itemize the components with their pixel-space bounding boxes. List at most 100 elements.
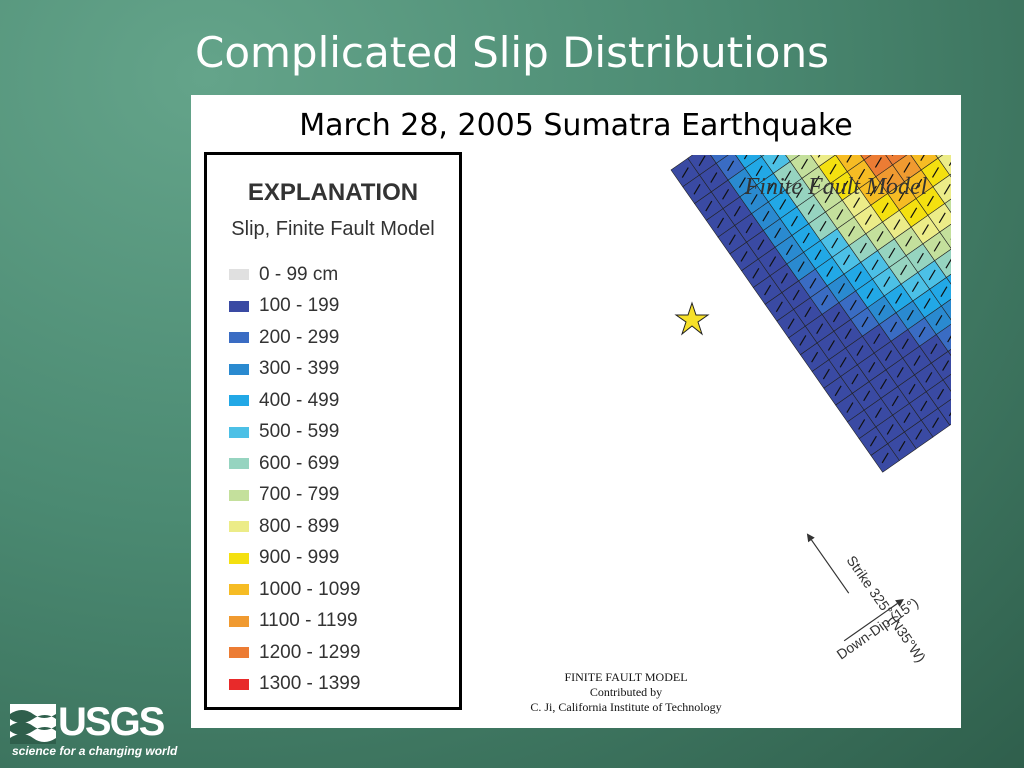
slip-vector [817,155,821,158]
legend-item: 800 - 899 [229,511,360,543]
legend-swatch [229,269,249,281]
slip-vector [693,184,701,195]
slip-vector [888,247,896,259]
slip-vector [884,350,893,361]
slip-vector [915,429,923,440]
slip-vector [727,160,735,172]
slip-vector [755,165,763,177]
slip-vector [866,288,874,299]
legend-item: 300 - 399 [229,354,360,386]
slip-vector [947,335,951,343]
dip-arrow-icon [895,598,904,607]
slip-vector [881,452,889,464]
legend-item: 200 - 299 [229,322,360,354]
legend-item: 700 - 799 [229,480,360,512]
legend-item: 1300 - 1399 [229,669,360,701]
slip-cell [930,350,951,381]
slip-cell [929,277,951,307]
slip-vector [923,298,931,309]
slip-vector [886,173,894,185]
slip-vector [891,395,899,407]
legend-label: 700 - 799 [259,484,340,506]
legend-label: 0 - 99 cm [259,263,339,285]
slip-vector [937,388,945,400]
slip-vector [792,289,800,301]
slip-cell [942,373,951,392]
slip-vector [824,192,832,203]
legend-label: 800 - 899 [259,515,340,537]
slip-vector [738,177,746,188]
slip-vector [948,161,951,167]
slip-vector [895,293,903,304]
slip-vector [750,194,758,205]
slip-vector [871,259,879,271]
slip-vector [925,372,933,383]
slip-cell [935,323,951,352]
legend-swatch [229,584,249,596]
slip-vector [681,167,689,178]
slip-vector [931,167,940,178]
slip-vector [775,301,783,313]
slip-vector [874,157,882,168]
figure-panel: March 28, 2005 Sumatra Earthquake EXPLAN… [191,95,961,728]
epicenter-star-icon [674,301,710,336]
slip-vector [779,199,787,210]
slip-vector [802,232,810,244]
legend-swatch [229,332,249,344]
slip-cell [785,155,801,163]
slip-vector [903,162,911,173]
slip-vector [906,309,914,321]
legend-item: 1100 - 1199 [229,606,360,638]
slip-vector [913,355,921,366]
legend-label: 500 - 599 [259,421,340,443]
slip-vector [883,276,891,287]
usgs-tagline: science for a changing world [12,744,178,758]
slip-cell [937,399,951,426]
legend-title: EXPLANATION [247,179,419,206]
slip-vector [787,318,795,329]
slip-vector [945,258,951,269]
legend-swatch [229,521,249,533]
legend-label: 100 - 199 [259,295,340,317]
usgs-wave-icon [10,704,56,744]
slip-vector [890,321,898,333]
slip-vector [874,407,882,418]
legend-swatch [229,615,249,627]
slip-vector [935,314,943,326]
slip-vector [910,207,918,219]
slip-vector [854,271,862,282]
slip-vector [826,266,834,277]
slip-vector [767,182,775,193]
slip-vector [733,205,741,217]
slip-vector [930,343,938,355]
slip-vector [856,345,864,356]
slip-vector [920,400,928,412]
slip-cell [935,155,944,159]
slip-vector [832,311,840,323]
slip-vector [795,187,803,198]
slip-vector [762,210,770,222]
slip-vector [938,212,946,224]
slip-cell [940,298,951,321]
slip-vector [879,378,887,390]
slip-vector [898,440,906,452]
slip-cell [924,305,951,335]
legend-swatch [229,426,249,438]
legend-swatch [229,489,249,501]
slip-cell [944,198,951,213]
slip-vector [853,197,861,209]
usgs-logo: USGS science for a changing world [8,698,178,764]
slip-vector [837,283,845,294]
slip-vector [844,328,852,340]
legend-label: 900 - 999 [259,547,340,569]
slip-vector [864,214,872,225]
slip-vector [921,224,929,235]
slip-vector [705,200,713,212]
figure-subtitle: March 28, 2005 Sumatra Earthquake [299,108,853,143]
legend-subtitle: Slip, Finite Fault Model [231,218,435,240]
slip-vector [858,419,866,430]
legend-swatch [229,458,249,470]
legend-list: 0 - 99 cm 100 - 199 200 - 299 300 - 399 400 … [229,259,360,700]
legend-box: EXPLANATION Slip, Finite Fault Model 0 -… [204,152,462,710]
slip-vector [797,261,805,272]
